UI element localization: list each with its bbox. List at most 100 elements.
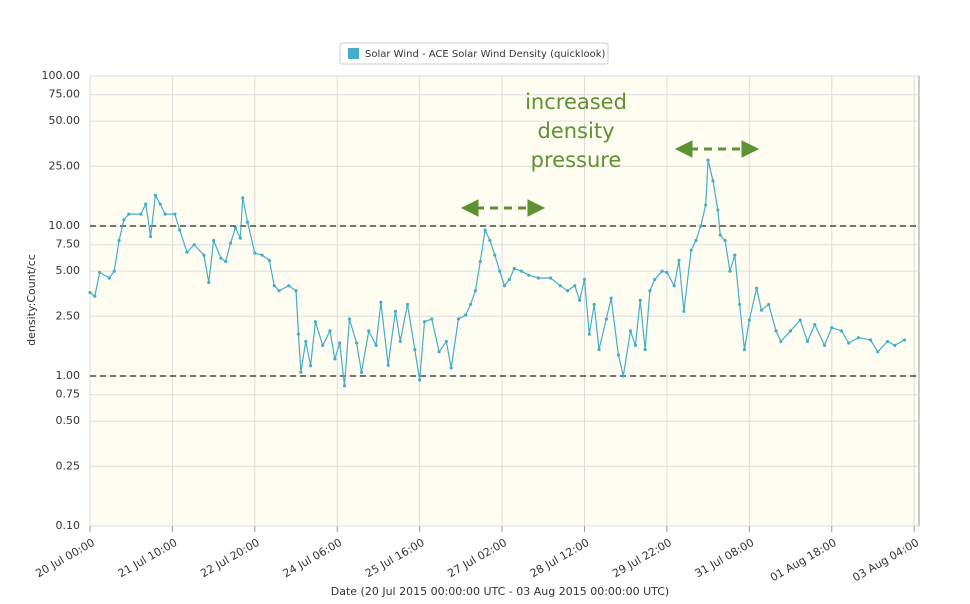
x-tick-label: 25 Jul 16:00 <box>363 536 427 580</box>
data-point <box>665 270 669 275</box>
data-point <box>93 294 97 298</box>
data-point <box>253 251 257 255</box>
data-point <box>830 326 834 330</box>
data-point <box>587 332 591 336</box>
arrow-head <box>527 199 546 217</box>
data-point <box>638 298 642 302</box>
data-point <box>405 302 410 307</box>
data-point <box>621 374 625 378</box>
y-tick-label: 1.00 <box>56 369 81 382</box>
arrow-head <box>741 140 760 158</box>
data-point <box>536 276 541 280</box>
data-point <box>573 284 577 288</box>
data-point <box>379 300 383 304</box>
data-point <box>355 341 359 345</box>
data-point <box>468 302 473 307</box>
data-point <box>643 347 647 352</box>
x-tick-label: 28 Jul 12:00 <box>528 536 592 580</box>
data-point <box>338 341 342 345</box>
data-point <box>245 220 250 224</box>
data-point <box>374 343 378 347</box>
data-point <box>304 339 308 344</box>
data-point <box>759 308 764 312</box>
x-tick-label: 01 Aug 18:00 <box>768 536 839 584</box>
arrow-head <box>460 199 479 217</box>
data-point <box>367 329 371 333</box>
data-point <box>716 208 720 212</box>
data-point <box>902 338 907 342</box>
data-point <box>449 366 453 370</box>
data-point <box>144 202 148 206</box>
plot-area <box>89 75 920 527</box>
legend-swatch <box>348 48 359 59</box>
x-tick-label: 27 Jul 02:00 <box>445 536 509 580</box>
data-point <box>548 276 553 280</box>
x-tick-label: 24 Jul 06:00 <box>281 536 345 580</box>
data-point <box>565 289 570 293</box>
data-point <box>296 332 301 336</box>
data-point <box>148 234 153 239</box>
data-point <box>444 339 448 344</box>
data-point <box>422 320 427 324</box>
data-point <box>313 320 318 324</box>
data-point <box>233 226 238 230</box>
data-point <box>609 296 613 300</box>
data-point <box>876 350 880 354</box>
y-tick-label: 5.00 <box>56 264 81 277</box>
annotation: density <box>538 119 615 143</box>
data-point <box>308 364 313 368</box>
data-point <box>464 313 468 317</box>
x-tick-label: 21 Jul 10:00 <box>116 536 180 580</box>
data-point <box>699 224 703 228</box>
data-point <box>677 258 681 262</box>
y-tick-label: 0.25 <box>56 459 81 472</box>
data-point <box>512 266 516 271</box>
data-point <box>238 236 242 240</box>
data-point <box>483 228 487 232</box>
data-point <box>398 339 402 344</box>
data-point <box>868 338 873 342</box>
x-tick-label: 20 Jul 00:00 <box>33 536 97 580</box>
data-point <box>660 269 664 273</box>
data-point <box>328 329 332 333</box>
data-point <box>347 317 351 321</box>
data-point <box>88 290 92 295</box>
grid <box>89 75 919 527</box>
data-point <box>117 238 121 243</box>
data-point <box>493 253 497 257</box>
data-point <box>578 298 582 302</box>
data-point <box>847 341 851 345</box>
data-point <box>704 203 708 207</box>
series-line <box>89 159 905 386</box>
data-point <box>813 323 817 327</box>
data-point <box>272 284 276 288</box>
data-point <box>158 202 162 206</box>
y-tick-label: 10.00 <box>49 219 81 232</box>
data-point <box>507 277 511 282</box>
data-point <box>333 357 337 361</box>
data-point <box>207 280 211 285</box>
data-point <box>413 347 417 352</box>
legend[interactable]: Solar Wind - ACE Solar Wind Density (qui… <box>339 42 609 65</box>
data-point <box>212 238 216 243</box>
data-point <box>418 378 422 382</box>
data-point <box>185 250 189 254</box>
data-point <box>711 179 715 183</box>
data-point <box>478 259 482 264</box>
data-point <box>706 158 710 162</box>
y-tick-label: 25.00 <box>49 159 81 172</box>
data-point <box>473 289 478 293</box>
data-point <box>267 258 271 262</box>
y-tick-label: 50.00 <box>49 114 81 127</box>
y-tick-label: 0.75 <box>56 388 81 401</box>
legend-label[interactable]: Solar Wind - ACE Solar Wind Density (qui… <box>365 49 606 60</box>
data-point <box>774 329 778 333</box>
annotation: increased <box>525 90 627 114</box>
data-point <box>582 277 587 282</box>
data-point <box>502 284 507 288</box>
data-point <box>342 384 347 388</box>
data-point <box>163 212 167 216</box>
data-point <box>628 329 633 333</box>
y-tick-label: 75.00 <box>49 88 81 101</box>
